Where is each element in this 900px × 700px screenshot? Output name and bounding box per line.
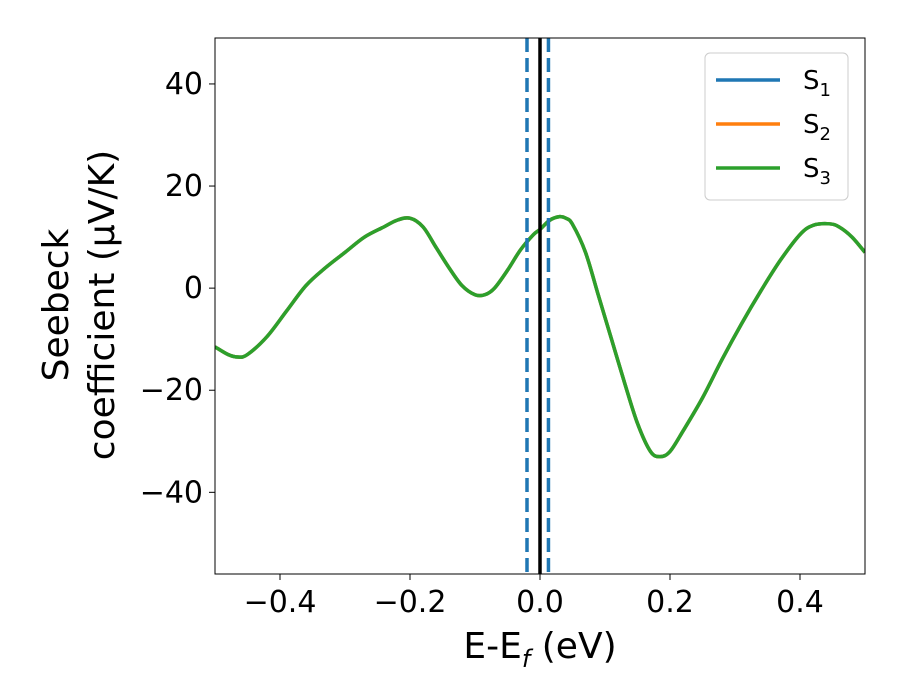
x-tick-label: −0.2 <box>374 585 447 620</box>
x-tick-label: 0.2 <box>646 585 694 620</box>
legend-label-s1: S1 <box>803 66 831 101</box>
legend-entries: S1 S2 S3 <box>716 66 831 189</box>
series-line-s3 <box>215 214 865 459</box>
legend-box <box>704 52 849 201</box>
legend-label-s2: S2 <box>803 110 831 145</box>
x-axis-label: E-Ef (eV) <box>463 626 616 673</box>
y-tick-label: −40 <box>140 475 203 510</box>
legend: S1 S2 S3 <box>704 52 849 201</box>
series-layer <box>215 214 865 459</box>
y-axis-label-line1: Seebeck <box>36 228 77 381</box>
legend-label-s3: S3 <box>803 154 831 189</box>
x-axis-ticks: −0.4 −0.2 0.0 0.2 0.4 <box>244 574 824 620</box>
x-tick-label: −0.4 <box>244 585 317 620</box>
y-tick-label: −20 <box>140 373 203 408</box>
x-tick-label: 0.0 <box>516 585 564 620</box>
y-tick-label: 40 <box>165 67 203 102</box>
y-axis-ticks: −40 −20 0 20 40 <box>140 67 215 510</box>
y-axis-label-line2: coefficient (μV/K) <box>82 150 123 460</box>
reference-lines <box>525 38 551 574</box>
y-tick-label: 0 <box>184 271 203 306</box>
y-tick-label: 20 <box>165 169 203 204</box>
y-axis-label: Seebeck coefficient (μV/K) <box>36 150 123 460</box>
x-tick-label: 0.4 <box>776 585 824 620</box>
